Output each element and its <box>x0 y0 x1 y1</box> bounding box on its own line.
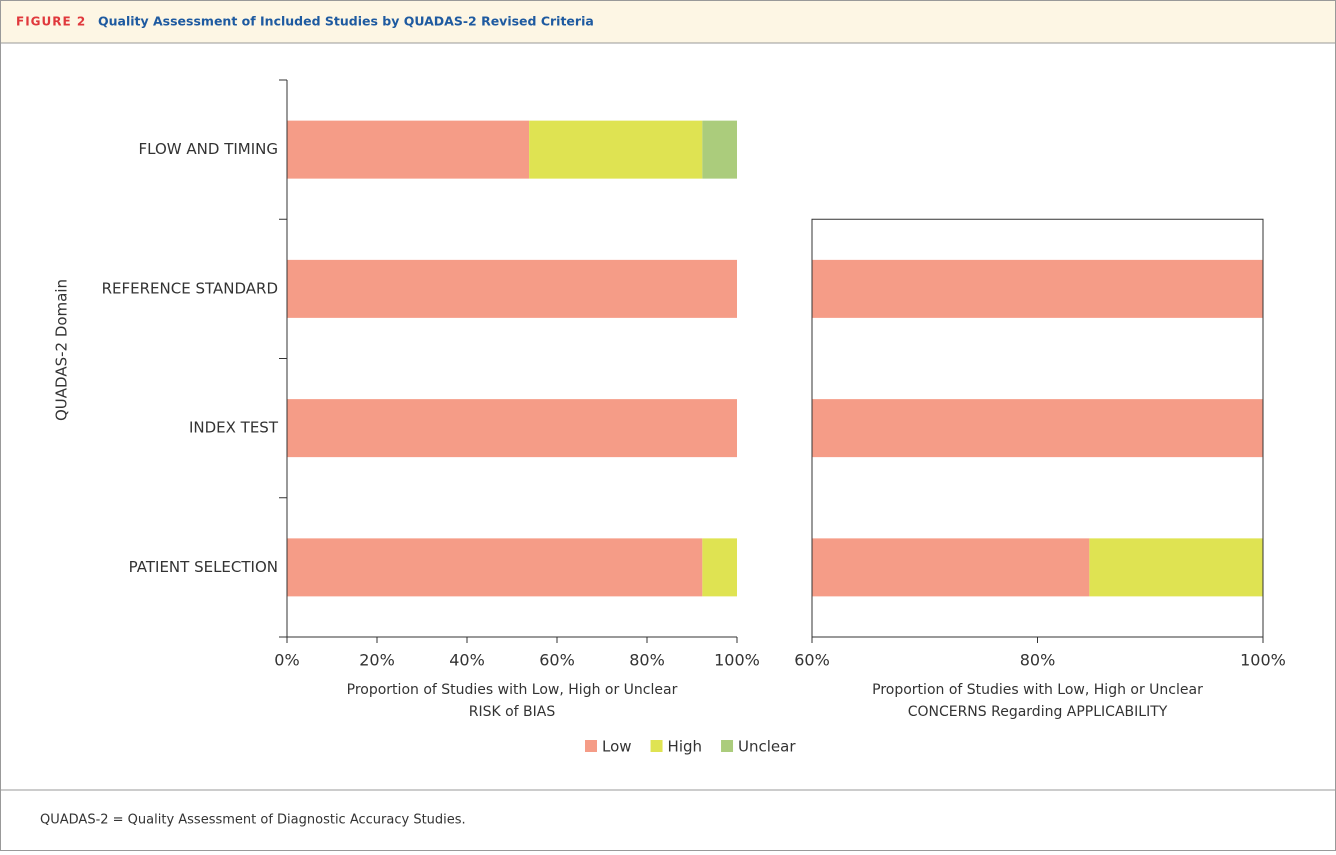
y-tick-label: PATIENT SELECTION <box>129 558 278 576</box>
bar-segment <box>287 399 737 458</box>
x-tick-label: 20% <box>359 651 395 670</box>
legend-label: High <box>668 738 702 756</box>
footnote: QUADAS-2 = Quality Assessment of Diagnos… <box>40 813 466 828</box>
x-tick-label: 100% <box>714 651 760 670</box>
x-axis-title: Proportion of Studies with Low, High or … <box>347 682 678 698</box>
legend-swatch <box>585 740 597 752</box>
y-axis-title: QUADAS-2 Domain <box>53 279 71 421</box>
legend-swatch <box>650 740 663 752</box>
x-axis-title: RISK of BIAS <box>469 704 556 720</box>
bar-segment <box>702 120 737 179</box>
bar-segment <box>529 120 703 179</box>
y-tick-label: FLOW AND TIMING <box>139 140 278 158</box>
x-tick-label: 100% <box>1240 651 1286 670</box>
x-tick-label: 60% <box>794 651 830 670</box>
bar-segment <box>287 538 703 597</box>
bar-segment <box>812 399 1263 458</box>
legend-label: Unclear <box>738 738 796 756</box>
figure-title: Quality Assessment of Included Studies b… <box>98 14 594 29</box>
bar-segment <box>702 538 737 597</box>
x-tick-label: 80% <box>629 651 665 670</box>
x-axis-title: CONCERNS Regarding APPLICABILITY <box>908 704 1168 720</box>
x-tick-label: 40% <box>449 651 485 670</box>
y-tick-label: REFERENCE STANDARD <box>102 279 278 297</box>
bar-segment <box>1089 538 1263 597</box>
bar-segment <box>812 538 1090 597</box>
bar-segment <box>287 120 530 179</box>
y-tick-label: INDEX TEST <box>189 419 279 437</box>
x-tick-label: 0% <box>274 651 299 670</box>
legend-swatch <box>721 740 734 752</box>
x-tick-label: 80% <box>1020 651 1056 670</box>
figure-label: FIGURE 2 <box>16 15 86 29</box>
x-axis-title: Proportion of Studies with Low, High or … <box>872 682 1203 698</box>
bar-segment <box>812 259 1263 318</box>
x-tick-label: 60% <box>539 651 575 670</box>
bar-segment <box>287 259 737 318</box>
header-band <box>1 1 1335 43</box>
legend-label: Low <box>602 738 632 756</box>
